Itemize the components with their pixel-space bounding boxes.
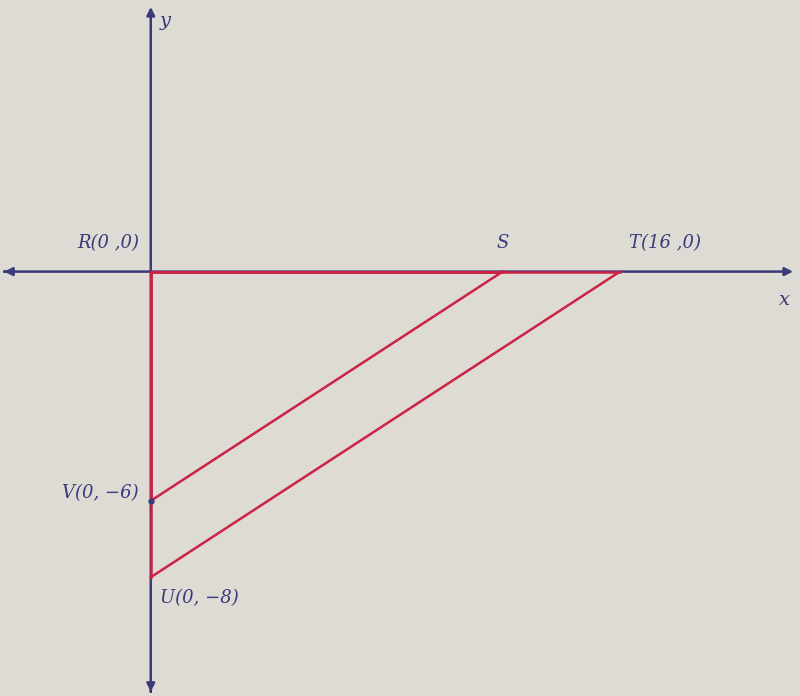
Text: y: y [159, 12, 170, 30]
Text: S: S [497, 235, 509, 253]
Text: V(0, −6): V(0, −6) [62, 484, 139, 503]
Text: x: x [779, 291, 790, 309]
Text: U(0, −8): U(0, −8) [159, 589, 238, 607]
Text: R(0 ,0): R(0 ,0) [77, 235, 139, 253]
Text: T(16 ,0): T(16 ,0) [629, 235, 701, 253]
